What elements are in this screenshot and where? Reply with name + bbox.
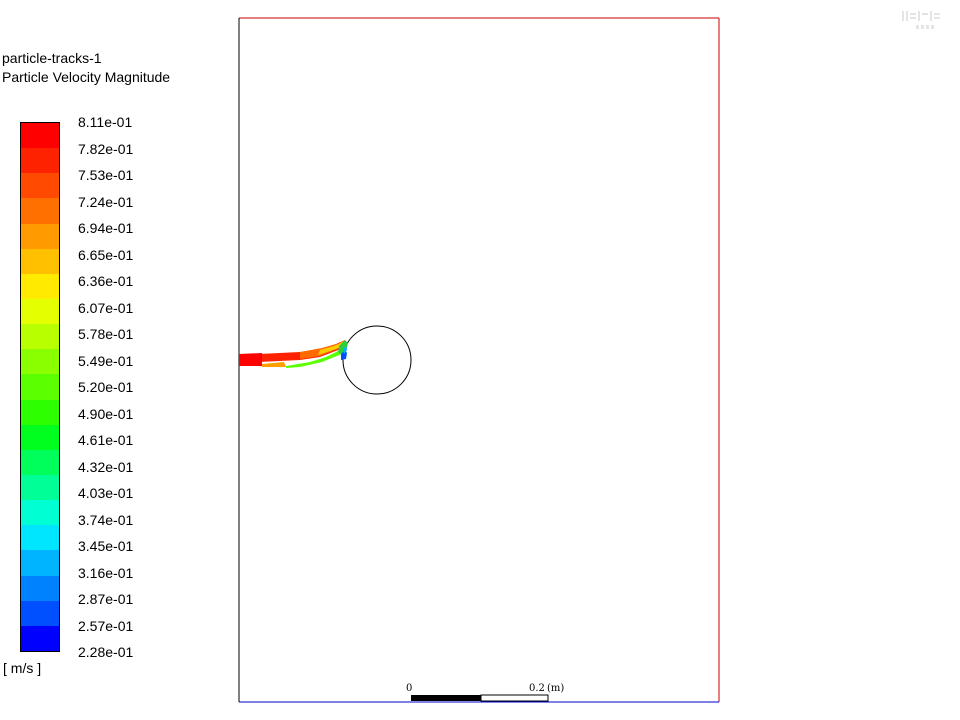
colormap-tick-label: 2.57e-01 bbox=[78, 617, 134, 634]
colormap-tick-label: 5.20e-01 bbox=[78, 379, 134, 395]
colormap-tick-label: 2.87e-01 bbox=[78, 591, 134, 607]
colormap-swatch bbox=[21, 324, 59, 350]
colormap-tick-label: 4.61e-01 bbox=[78, 432, 134, 448]
scale-bar-black-segment bbox=[411, 695, 481, 701]
legend-title: particle-tracks-1 bbox=[2, 50, 102, 66]
colormap-swatch bbox=[21, 625, 59, 651]
colormap-swatch bbox=[21, 575, 59, 601]
colormap-swatch bbox=[21, 399, 59, 425]
colormap-tick-label: 5.78e-01 bbox=[78, 326, 134, 342]
colormap-bar bbox=[20, 122, 60, 652]
colormap-tick-label: 3.74e-01 bbox=[78, 511, 134, 528]
cylinder-obstacle bbox=[342, 325, 412, 395]
colormap-swatch bbox=[21, 298, 59, 325]
particle-tracks bbox=[239, 340, 348, 368]
scale-bar-start-label: 0 bbox=[406, 683, 412, 694]
scale-bar-end-label: 0.2 bbox=[529, 683, 545, 694]
colormap-swatch bbox=[21, 550, 59, 576]
colormap-tick-label: 7.53e-01 bbox=[78, 167, 134, 183]
watermark-logo-icon bbox=[902, 11, 940, 29]
colormap-tick-label: 4.32e-01 bbox=[78, 458, 134, 475]
scale-bar: 0 0.2 (m) bbox=[406, 683, 564, 702]
legend-units: [ m/s ] bbox=[3, 660, 42, 676]
colormap-swatch bbox=[21, 173, 59, 199]
colormap-swatch bbox=[21, 500, 59, 526]
scale-bar-unit: (m) bbox=[547, 683, 564, 694]
colormap-tick-label: 4.03e-01 bbox=[78, 485, 134, 501]
colormap-swatch bbox=[21, 525, 59, 551]
colormap-tick-label: 5.49e-01 bbox=[78, 352, 134, 369]
colormap-swatch bbox=[21, 374, 59, 400]
colormap-swatch bbox=[21, 123, 59, 149]
colormap-tick-label: 4.90e-01 bbox=[78, 405, 134, 422]
colormap-tick-label: 6.94e-01 bbox=[78, 220, 134, 236]
colormap-swatch bbox=[21, 198, 59, 224]
colormap-swatch bbox=[21, 223, 59, 249]
colormap-tick-label: 3.45e-01 bbox=[78, 538, 134, 554]
colormap-swatch bbox=[21, 474, 59, 501]
colormap-swatch bbox=[21, 600, 59, 626]
colormap-swatch bbox=[21, 424, 59, 450]
colormap-tick-label: 7.24e-01 bbox=[78, 193, 134, 210]
colormap-tick-label: 3.16e-01 bbox=[78, 564, 134, 581]
colormap-swatch bbox=[21, 273, 59, 299]
colormap-tick-label: 6.65e-01 bbox=[78, 246, 134, 263]
colormap-tick-label: 6.36e-01 bbox=[78, 273, 134, 289]
colormap-swatch bbox=[21, 349, 59, 375]
scale-bar-white-segment bbox=[480, 694, 549, 702]
colormap-swatch bbox=[21, 449, 59, 475]
colormap-tick-label: 8.11e-01 bbox=[78, 114, 133, 130]
colormap-swatch bbox=[21, 248, 59, 274]
legend-subtitle: Particle Velocity Magnitude bbox=[2, 69, 171, 85]
colormap-tick-label: 2.28e-01 bbox=[78, 644, 134, 660]
colormap-swatch bbox=[21, 148, 59, 174]
colormap-tick-label: 6.07e-01 bbox=[78, 299, 134, 316]
colormap-tick-label: 7.82e-01 bbox=[78, 140, 134, 157]
